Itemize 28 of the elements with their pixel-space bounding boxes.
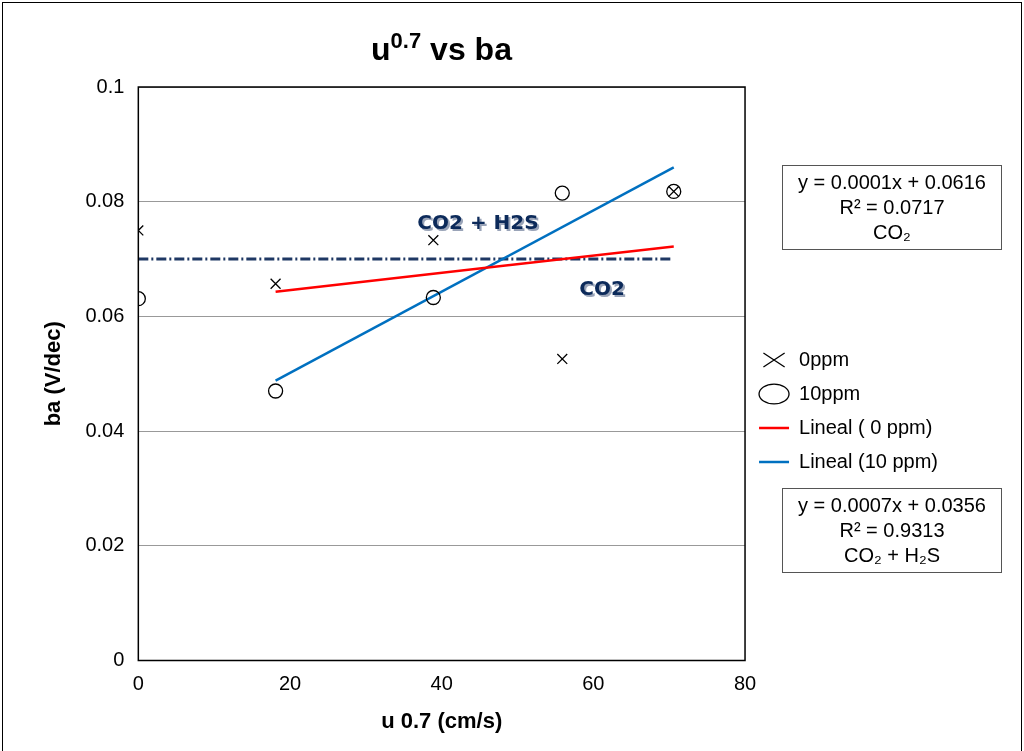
point bbox=[554, 185, 570, 201]
y-tick-label: 0.08 bbox=[85, 189, 125, 212]
annotation: CO2 + H2S bbox=[419, 212, 541, 237]
y-axis-title: ba (V/dec) bbox=[40, 321, 66, 427]
legend-label: 0ppm bbox=[799, 347, 850, 370]
y-tick-label: 0 bbox=[113, 648, 125, 671]
point bbox=[267, 383, 284, 399]
x-tick-label: 60 bbox=[582, 672, 605, 695]
point bbox=[556, 353, 568, 365]
x-tick-label: 80 bbox=[733, 672, 757, 695]
legend-label: Lineal ( 0 ppm) bbox=[799, 415, 933, 438]
text: y = 0.0001x + 0.0616 R² = 0.0717 CO₂ bbox=[782, 165, 1002, 250]
y-tick-label: 0.04 bbox=[85, 418, 125, 441]
chart-title: u$^{0.7}$ vs ba bbox=[370, 28, 514, 68]
annotation: CO2 bbox=[581, 278, 627, 303]
legend-label: 10ppm bbox=[799, 381, 861, 404]
point bbox=[427, 234, 439, 246]
legend-label: Lineal (10 ppm) bbox=[799, 449, 938, 472]
x-tick-label: 20 bbox=[278, 672, 302, 695]
x-tick-label: 40 bbox=[430, 672, 453, 695]
point bbox=[269, 278, 282, 290]
x-axis-title: u 0.7 (cm/s) bbox=[381, 707, 503, 733]
text: y = 0.0007x + 0.0356 R² = 0.9313 CO₂ + H₂S bbox=[782, 488, 1002, 573]
x-tick-label: 0 bbox=[132, 672, 144, 695]
y-tick-label: 0.06 bbox=[85, 303, 125, 326]
point bbox=[425, 289, 441, 306]
y-tick-label: 0.02 bbox=[85, 533, 125, 556]
y-tick-label: 0.1 bbox=[96, 74, 125, 97]
